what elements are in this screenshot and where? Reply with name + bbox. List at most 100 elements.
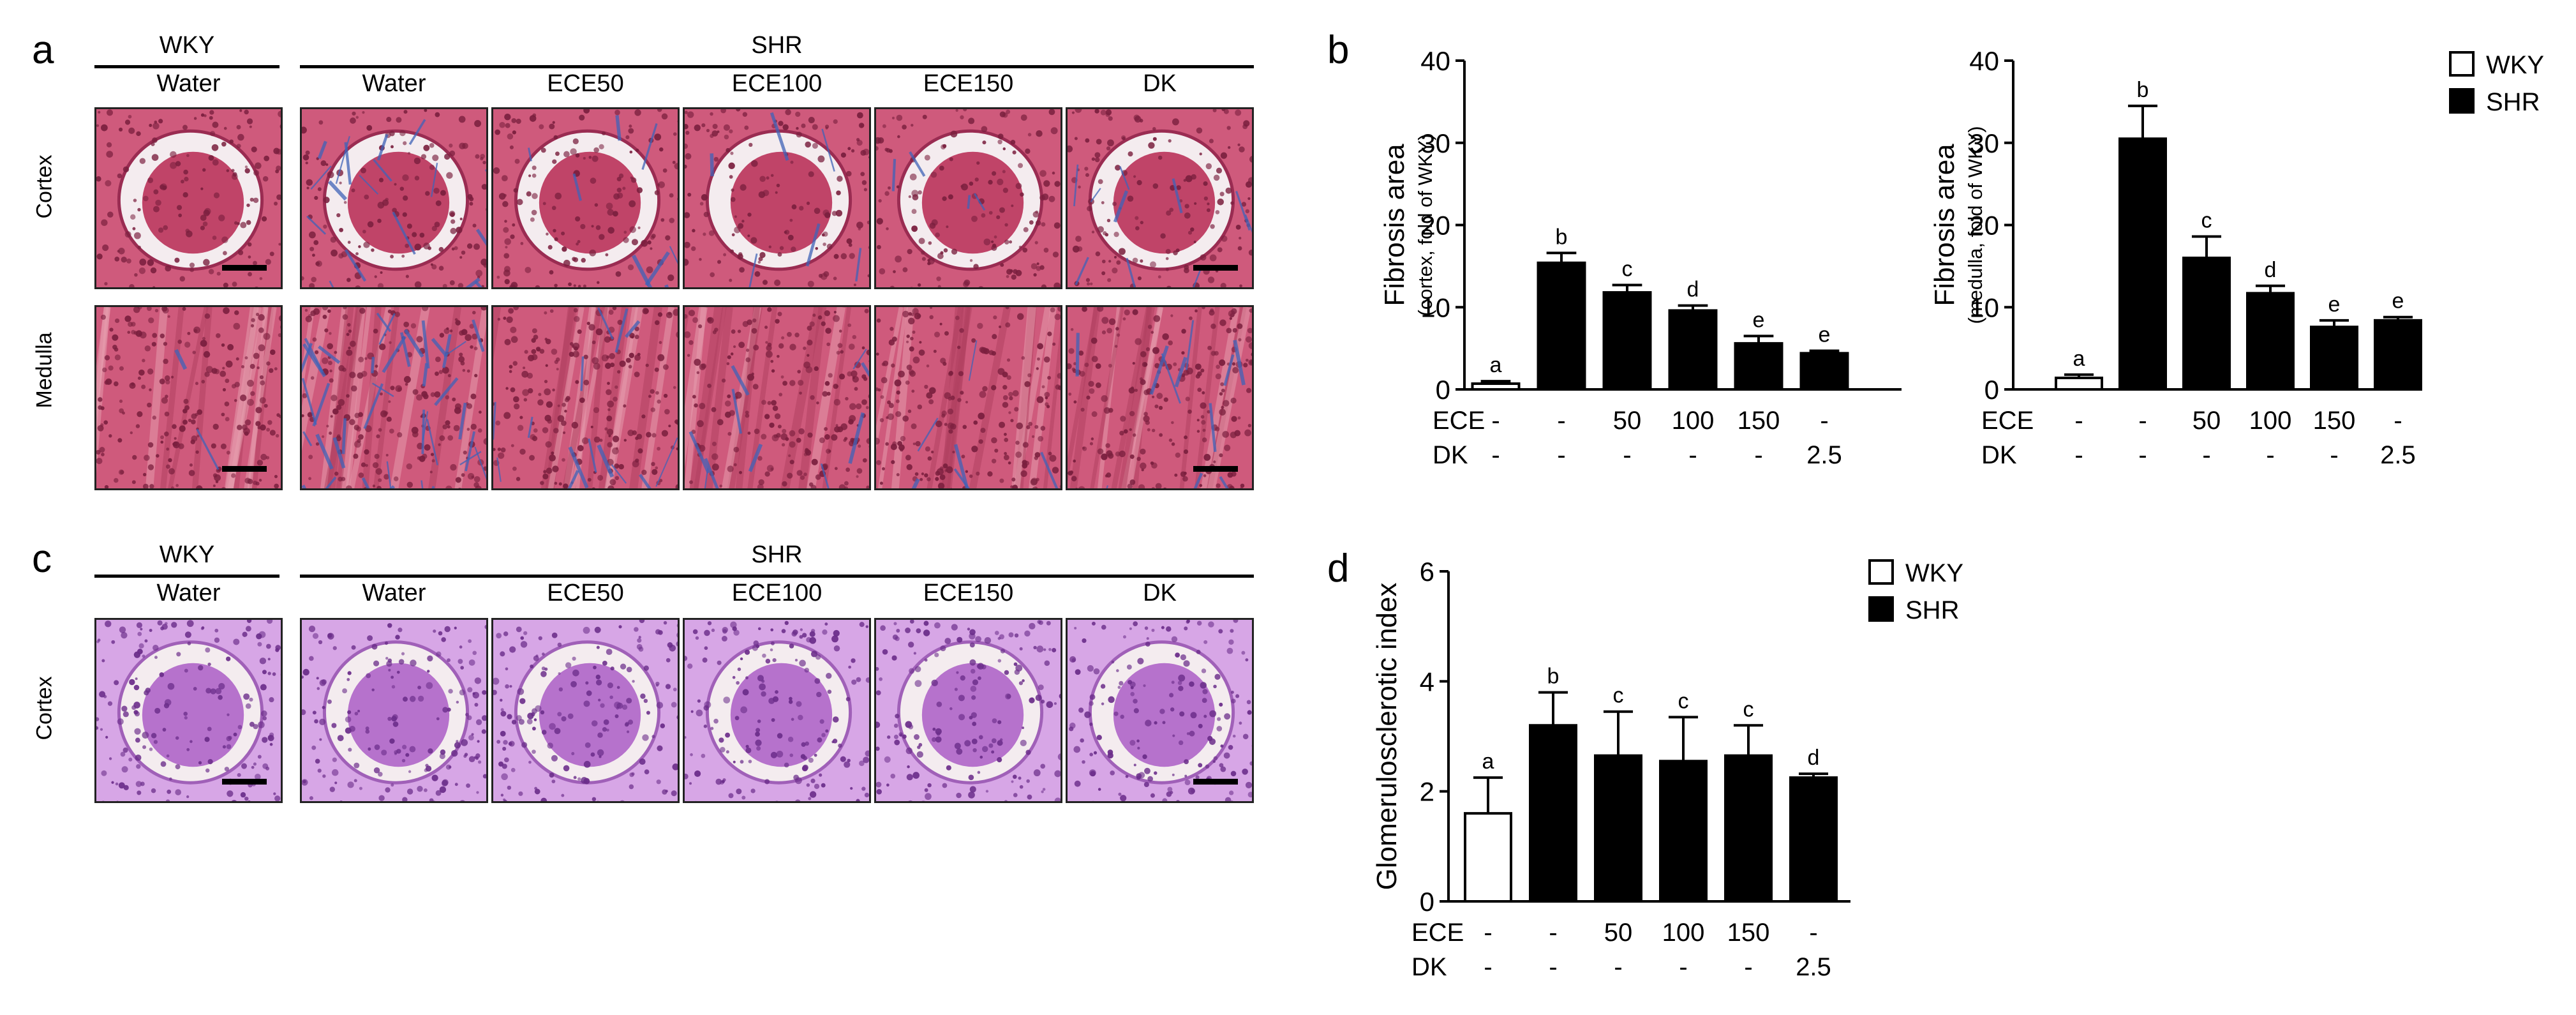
panel-a-row-medulla: Medulla: [32, 332, 57, 409]
row-dk-value-2: -: [2138, 441, 2147, 469]
chart-fibrosis-cortex: 0 10 20 30 40 Fibrosis area (cortex, fold of W…: [1379, 46, 1902, 469]
panel-a-medulla-scale-bar-1: [222, 466, 267, 472]
legend-label-wky: WKY: [2486, 51, 2544, 79]
panel-a-cortex-scale-bar-1: [222, 265, 267, 271]
significance-letter-3: c: [2201, 209, 2212, 233]
legend-label-wky: WKY: [1905, 559, 1963, 587]
panel-c-col-header-3: ECE50: [547, 580, 624, 606]
panel-a-medulla-micrograph-1: [94, 305, 283, 490]
panel-c-cortex-micrograph-5: [874, 618, 1062, 803]
row-dk-value-2: -: [1557, 441, 1565, 469]
significance-letter-4: d: [2265, 258, 2277, 282]
panel-c-cortex-micrograph-6: [1066, 618, 1254, 803]
row-ece-value-3: 50: [2193, 407, 2221, 435]
row-ece-value-2: -: [2138, 407, 2147, 435]
y-tick-label-4: 40: [1420, 46, 1450, 76]
y-tick-label-4: 40: [1969, 46, 1999, 76]
bar-3: [1602, 291, 1652, 391]
significance-letter-4: d: [1687, 278, 1699, 302]
y-tick-label-2: 20: [1969, 211, 1999, 241]
panel-a-wky-rule: [94, 65, 279, 68]
row-name-ece: ECE: [1411, 919, 1464, 947]
row-ece-value-4: 100: [1672, 407, 1715, 435]
panel-c-shr-rule: [300, 575, 1254, 578]
panel-c-cortex-micrograph-3: [491, 618, 680, 803]
panel-a-medulla-micrograph-3: [491, 305, 680, 490]
row-name-ece: ECE: [1981, 407, 2034, 435]
row-dk-value-5: -: [1744, 953, 1752, 981]
panel-a-group-wky: WKY: [159, 32, 215, 59]
row-ece-value-3: 50: [1604, 919, 1633, 947]
legend-swatch-wky: [2449, 51, 2475, 77]
panel-a-letter: a: [32, 28, 54, 72]
panel-c-col-header-5: ECE150: [923, 580, 1014, 606]
bar-2: [1529, 724, 1577, 903]
row-dk-value-6: 2.5: [2380, 441, 2416, 469]
panel-b-letter: b: [1327, 28, 1350, 72]
panel-a-cortex-micrograph-4: [683, 107, 871, 289]
panel-d-letter: d: [1327, 546, 1350, 590]
significance-letter-3: c: [1622, 257, 1633, 281]
panel-c-cortex-micrograph-2: [300, 618, 488, 803]
significance-letter-6: e: [2392, 289, 2404, 313]
row-dk-value-3: -: [1614, 953, 1622, 981]
row-ece-value-4: 100: [1662, 919, 1705, 947]
y-tick-label-1: 10: [1420, 292, 1450, 322]
y-tick-label-2: 20: [1420, 211, 1450, 241]
significance-letter-6: d: [1808, 746, 1820, 770]
panel-a-medulla-micrograph-4: [683, 305, 871, 490]
row-dk-value-5: -: [2330, 441, 2338, 469]
panel-c-cortex-micrograph-1: [94, 618, 283, 803]
panel-a-medulla-micrograph-2: [300, 305, 488, 490]
row-name-dk: DK: [1433, 441, 1468, 469]
row-ece-value-4: 100: [2249, 407, 2292, 435]
significance-letter-2: b: [1547, 665, 1560, 689]
row-ece-value-1: -: [1491, 407, 1500, 435]
row-dk-value-1: -: [1491, 441, 1500, 469]
chart-fibrosis-medulla: 0 10 20 30 40 Fibrosis area (medulla, fold of …: [1929, 46, 2544, 469]
bar-4: [1659, 760, 1708, 903]
panel-a-shr-rule: [300, 65, 1254, 68]
panel-a-col-header-2: Water: [362, 70, 426, 97]
bar-1: [1471, 382, 1521, 391]
panel-c-col-header-2: Water: [362, 580, 426, 606]
panel-a-cortex-micrograph-6: [1066, 107, 1254, 289]
panel-c-col-header-4: ECE100: [731, 580, 823, 606]
row-dk-value-1: -: [1484, 953, 1492, 981]
panel-a-col-header-4: ECE100: [731, 70, 823, 97]
row-dk-value-1: -: [2074, 441, 2083, 469]
panel-a-cortex-micrograph-5: [874, 107, 1062, 289]
significance-letter-1: a: [2073, 347, 2085, 371]
row-dk-value-2: -: [1549, 953, 1557, 981]
significance-letter-3: c: [1613, 684, 1624, 708]
bar-4: [1668, 309, 1718, 391]
panel-a-col-header-5: ECE150: [923, 70, 1014, 97]
panel-a-medulla-micrograph-6: [1066, 305, 1254, 490]
significance-letter-1: a: [1482, 749, 1494, 774]
bar-3: [2182, 257, 2231, 391]
panel-a-col-header-3: ECE50: [547, 70, 624, 97]
bar-5: [2310, 326, 2358, 391]
bar-5: [1734, 342, 1783, 391]
y-axis-sublabel: (medulla, fold of WKY): [1964, 126, 1986, 324]
row-dk-value-3: -: [2202, 441, 2210, 469]
y-tick-label-2: 4: [1420, 666, 1434, 696]
row-ece-value-3: 50: [1613, 407, 1642, 435]
significance-letter-6: e: [1819, 322, 1831, 347]
y-tick-label-0: 0: [1436, 375, 1450, 405]
row-dk-value-4: -: [1688, 441, 1697, 469]
panel-c-group-shr: SHR: [751, 541, 803, 568]
bar-2: [1537, 261, 1586, 391]
bar-5: [1724, 754, 1773, 903]
legend-swatch-shr: [1868, 596, 1894, 622]
bar-4: [2246, 292, 2295, 391]
panel-a-group-shr: SHR: [751, 32, 803, 59]
significance-letter-2: b: [2137, 78, 2149, 102]
row-ece-value-2: -: [1557, 407, 1565, 435]
bar-1: [2055, 376, 2103, 391]
y-tick-label-0: 0: [1984, 375, 1999, 405]
significance-letter-4: c: [1678, 689, 1689, 713]
row-dk-value-3: -: [1623, 441, 1631, 469]
panel-a-cortex-micrograph-2: [300, 107, 488, 289]
